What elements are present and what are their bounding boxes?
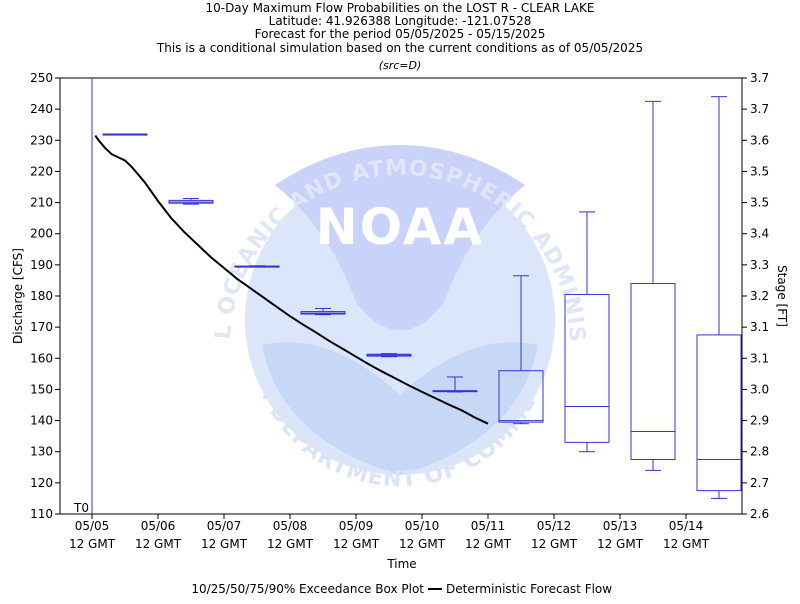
exceedance-box xyxy=(234,265,280,268)
x-tick-date-label: 05/07 xyxy=(207,519,242,533)
exceedance-boxes xyxy=(102,96,742,499)
y-tick-label: 140 xyxy=(30,414,53,428)
y-tick-label: 240 xyxy=(30,102,53,116)
y2-tick-label: 3.6 xyxy=(750,133,769,147)
box-iqr xyxy=(498,370,544,423)
y-tick-label: 110 xyxy=(30,507,53,521)
x-tick-time-label: 12 GMT xyxy=(399,537,446,551)
x-tick-time-label: 12 GMT xyxy=(663,537,710,551)
watermark-logo-text: NOAA xyxy=(316,198,484,256)
y2-tick-label: 3.7 xyxy=(750,102,769,116)
legend-line-label: Deterministic Forecast Flow xyxy=(446,582,612,596)
chart-subtitle: (src=D) xyxy=(379,59,422,72)
x-tick-date-label: 05/10 xyxy=(405,519,440,533)
x-tick-time-label: 12 GMT xyxy=(333,537,380,551)
exceedance-box xyxy=(696,96,742,499)
y-tick-label: 150 xyxy=(30,382,53,396)
y2-tick-label: 3.7 xyxy=(750,71,769,85)
noaa-watermark: NOAA NATIONAL OCEANIC AND ATMOSPHERIC AD… xyxy=(0,0,588,493)
x-tick-time-label: 12 GMT xyxy=(465,537,512,551)
y-tick-label: 210 xyxy=(30,196,53,210)
y2-tick-label: 2.7 xyxy=(750,476,769,490)
y2-tick-label: 3.5 xyxy=(750,164,769,178)
exceedance-box xyxy=(168,198,214,205)
y2-axis-label: Stage [FT] xyxy=(775,265,789,327)
y2-tick-label: 3.0 xyxy=(750,382,769,396)
deterministic-series xyxy=(94,135,489,425)
y-tick-label: 230 xyxy=(30,133,53,147)
exceedance-box xyxy=(300,307,346,316)
exceedance-box xyxy=(498,275,544,425)
y2-tick-label: 2.8 xyxy=(750,445,769,459)
x-tick-date-label: 05/06 xyxy=(141,519,176,533)
y-tick-label: 180 xyxy=(30,289,53,303)
deterministic-line xyxy=(94,135,489,425)
y2-tick-label: 3.5 xyxy=(750,196,769,210)
y2-tick-label: 3.1 xyxy=(750,320,769,334)
t0-label: T0 xyxy=(73,501,89,515)
y-tick-label: 200 xyxy=(30,227,53,241)
box-iqr xyxy=(564,293,610,443)
y-tick-label: 190 xyxy=(30,258,53,272)
box-iqr xyxy=(696,334,742,492)
y-tick-label: 250 xyxy=(30,71,53,85)
title-line-4: This is a conditional simulation based o… xyxy=(156,41,643,55)
y-tick-label: 130 xyxy=(30,445,53,459)
y2-tick-label: 3.4 xyxy=(750,227,769,241)
y-axis-label: Discharge [CFS] xyxy=(11,248,25,344)
x-tick-date-label: 05/14 xyxy=(669,519,704,533)
x-tick-time-label: 12 GMT xyxy=(135,537,182,551)
y2-axis-ticks: 2.6 2.7 2.8 2.9 3.0 3.1 3.1 3.2 3.3 3.4 3.5 3.5 3.6 3… xyxy=(742,71,769,521)
exceedance-box xyxy=(366,353,412,358)
y-axis-ticks: 110 120 130 140 150 160 170 180 190 200 210 220 230 2… xyxy=(30,71,60,521)
x-tick-time-label: 12 GMT xyxy=(531,537,578,551)
box-iqr xyxy=(630,283,676,460)
x-tick-date-label: 05/11 xyxy=(471,519,506,533)
exceedance-box xyxy=(102,133,148,136)
y2-tick-label: 2.9 xyxy=(750,414,769,428)
exceedance-box xyxy=(564,211,610,453)
x-tick-time-label: 12 GMT xyxy=(69,537,116,551)
exceedance-box xyxy=(432,376,478,393)
y-tick-label: 160 xyxy=(30,351,53,365)
y2-tick-label: 2.6 xyxy=(750,507,769,521)
x-tick-date-label: 05/08 xyxy=(273,519,308,533)
x-tick-time-label: 12 GMT xyxy=(597,537,644,551)
x-tick-date-label: 05/09 xyxy=(339,519,374,533)
title-line-2: Latitude: 41.926388 Longitude: -121.0752… xyxy=(269,14,532,28)
x-tick-time-label: 12 GMT xyxy=(201,537,248,551)
x-tick-date-label: 05/05 xyxy=(75,519,110,533)
y-tick-label: 220 xyxy=(30,164,53,178)
x-axis-label: Time xyxy=(386,557,416,571)
x-tick-date-label: 05/13 xyxy=(603,519,638,533)
legend-box-label: 10/25/50/75/90% Exceedance Box Plot xyxy=(191,582,424,596)
x-tick-date-label: 05/12 xyxy=(537,519,572,533)
y-tick-label: 170 xyxy=(30,320,53,334)
exceedance-box xyxy=(630,100,676,471)
y2-tick-label: 3.3 xyxy=(750,258,769,272)
legend: 10/25/50/75/90% Exceedance Box Plot Dete… xyxy=(191,582,612,596)
y-tick-label: 120 xyxy=(30,476,53,490)
y2-tick-label: 3.1 xyxy=(750,351,769,365)
title-line-1: 10-Day Maximum Flow Probabilities on the… xyxy=(205,1,594,15)
y2-tick-label: 3.2 xyxy=(750,289,769,303)
x-tick-time-label: 12 GMT xyxy=(267,537,314,551)
x-axis-ticks: 05/05 12 GMT 05/06 12 GMT 05/07 12 GMT 05/08 12… xyxy=(69,514,710,551)
title-line-3: Forecast for the period 05/05/2025 - 05/… xyxy=(255,27,546,41)
